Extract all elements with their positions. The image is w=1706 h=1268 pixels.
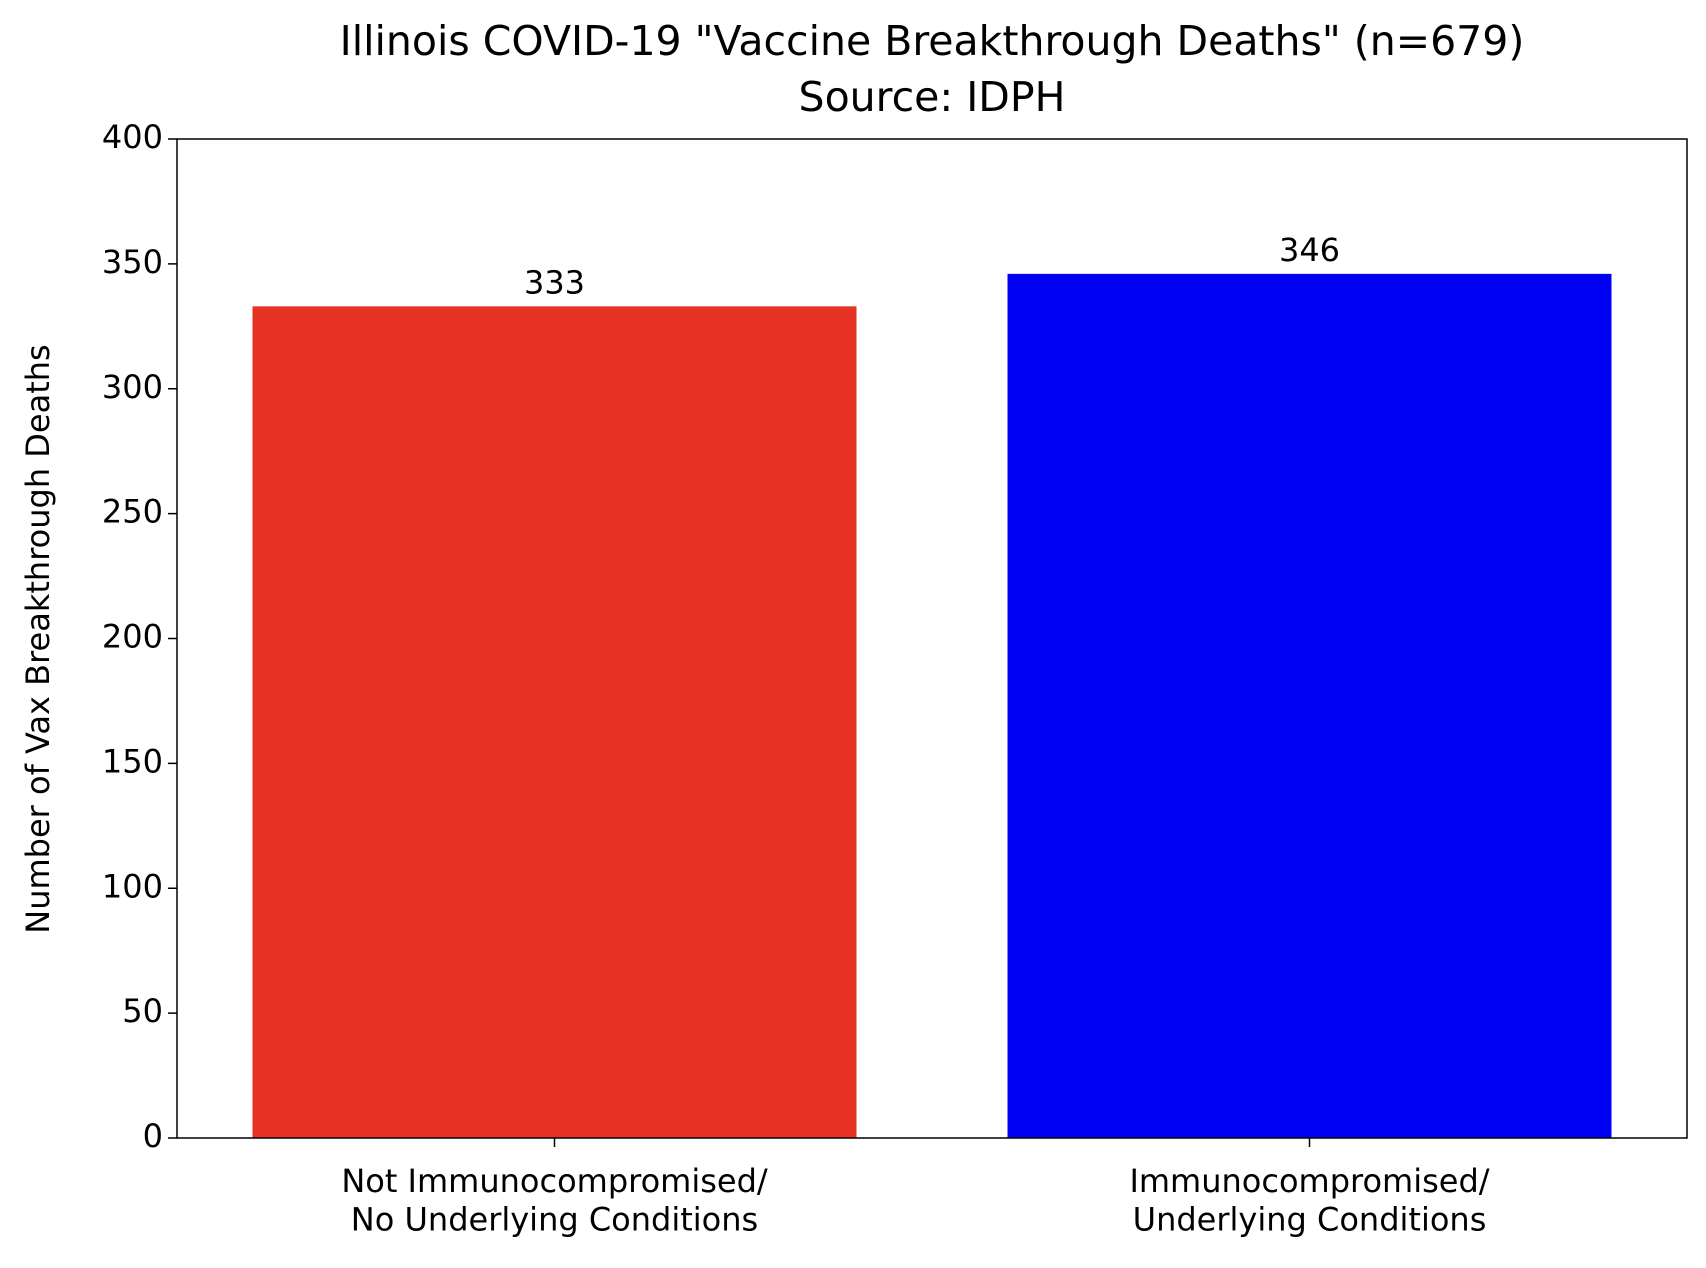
y-tick-label: 200 [102,618,163,656]
y-tick-label: 300 [102,368,163,406]
bar [1007,273,1612,1138]
y-tick-label: 250 [102,493,163,531]
bar [252,306,857,1138]
value-label: 346 [1279,231,1340,269]
y-tick-label: 400 [102,118,163,156]
chart-title: Illinois COVID-19 "Vaccine Breakthrough … [340,17,1525,65]
x-tick-label: Not Immunocompromised/No Underlying Cond… [341,1162,768,1238]
x-tick-label: Immunocompromised/Underlying Conditions [1129,1162,1489,1238]
y-tick-label: 350 [102,243,163,281]
y-tick-label: 150 [102,742,163,780]
y-tick-label: 0 [143,1117,163,1155]
value-label: 333 [524,263,585,301]
y-tick-label: 50 [122,992,163,1030]
plot-frame [176,138,1688,1139]
y-axis-label: Number of Vax Breakthrough Deaths [19,344,57,933]
chart-subtitle: Source: IDPH [799,73,1066,121]
y-tick-label: 100 [102,867,163,905]
